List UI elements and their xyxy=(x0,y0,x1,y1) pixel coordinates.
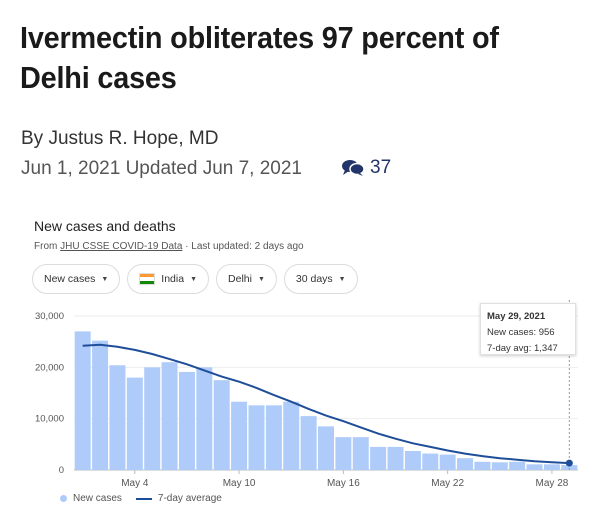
legend-7day-avg[interactable]: 7-day average xyxy=(135,493,222,504)
case-bar xyxy=(196,367,213,470)
publish-dates: Jun 1, 2021 Updated Jun 7, 2021 xyxy=(21,158,303,179)
case-bar xyxy=(439,454,456,470)
headline-line-2: Delhi cases xyxy=(20,60,177,95)
region-dropdown[interactable]: Delhi ▼ xyxy=(216,264,277,294)
y-tick-label: 10,000 xyxy=(35,414,64,425)
case-bar xyxy=(231,401,248,470)
legend-dot-icon xyxy=(60,495,67,502)
legend-new-cases[interactable]: New cases xyxy=(60,493,122,504)
chart-filters: New cases ▼ India ▼ Delhi ▼ 30 days ▼ xyxy=(32,264,358,294)
case-bar xyxy=(352,437,369,470)
tooltip-date: May 29, 2021 xyxy=(487,311,546,322)
case-bar xyxy=(300,416,317,470)
metric-dropdown-label: New cases xyxy=(44,273,96,285)
chart-legend: New cases 7-day average xyxy=(60,493,222,504)
chart-title: New cases and deaths xyxy=(34,218,176,234)
metric-dropdown[interactable]: New cases ▼ xyxy=(32,264,121,294)
caret-down-icon: ▼ xyxy=(338,275,346,283)
case-bar xyxy=(265,405,282,470)
x-tick-label: May 22 xyxy=(431,478,464,489)
legend-7day-avg-label: 7-day average xyxy=(157,493,222,504)
y-tick-label: 20,000 xyxy=(35,362,64,373)
india-flag-icon xyxy=(139,273,156,285)
case-bar xyxy=(109,365,126,470)
chart-tooltip: May 29, 2021 New cases: 956 7-day avg: 1… xyxy=(480,303,576,355)
y-tick-label: 0 xyxy=(59,465,64,476)
cases-chart[interactable]: 30,000 20,000 10,000 0 May 4 May 10 May 16 May … xyxy=(22,300,582,490)
source-prefix: From xyxy=(34,241,58,252)
case-bar xyxy=(526,464,543,470)
case-bar xyxy=(318,426,334,470)
country-dropdown[interactable]: India ▼ xyxy=(127,264,210,294)
headline-line-1: Ivermectin obliterates 97 percent of xyxy=(20,20,499,55)
legend-line-icon xyxy=(135,497,152,500)
case-bar xyxy=(126,377,143,470)
case-bar xyxy=(457,458,474,470)
region-dropdown-label: Delhi xyxy=(228,273,252,285)
tooltip-avg: 7-day avg: 1,347 xyxy=(487,343,558,354)
case-bar xyxy=(92,340,109,470)
source-link[interactable]: JHU CSSE COVID-19 Data xyxy=(60,241,183,252)
case-bar xyxy=(248,405,265,470)
source-updated: · Last updated: 2 days ago xyxy=(185,241,304,252)
case-bar xyxy=(422,453,439,470)
case-bar xyxy=(404,451,421,470)
case-bar xyxy=(283,401,300,470)
author-byline[interactable]: By Justus R. Hope, MD xyxy=(21,128,219,149)
tooltip-cases: New cases: 956 xyxy=(487,327,555,338)
case-bar xyxy=(144,367,161,470)
case-bar xyxy=(370,446,387,470)
case-bar xyxy=(543,464,560,470)
caret-down-icon: ▼ xyxy=(101,275,109,283)
comments-icon xyxy=(341,159,365,177)
comments-link[interactable]: 37 xyxy=(341,157,391,179)
legend-new-cases-label: New cases xyxy=(73,493,122,504)
range-dropdown-label: 30 days xyxy=(295,273,333,285)
x-tick-label: May 10 xyxy=(223,478,256,489)
country-dropdown-label: India xyxy=(161,273,185,285)
case-bar xyxy=(509,461,526,470)
article-headline: Ivermectin obliterates 97 percent of Del… xyxy=(20,18,541,98)
caret-down-icon: ▼ xyxy=(190,275,198,283)
avg-line xyxy=(82,343,570,465)
case-bar xyxy=(491,462,508,470)
case-bar xyxy=(161,362,178,470)
case-bar xyxy=(178,371,195,470)
case-bar xyxy=(561,465,578,470)
y-tick-label: 30,000 xyxy=(35,311,64,322)
case-bar xyxy=(387,446,404,470)
chart-source: From JHU CSSE COVID-19 Data · Last updat… xyxy=(34,241,304,252)
x-tick-label: May 28 xyxy=(536,478,569,489)
comment-count: 37 xyxy=(370,157,392,178)
case-bar xyxy=(74,331,91,470)
range-dropdown[interactable]: 30 days ▼ xyxy=(283,264,358,294)
x-tick-label: May 16 xyxy=(327,478,360,489)
x-tick-label: May 4 xyxy=(121,478,149,489)
caret-down-icon: ▼ xyxy=(257,275,265,283)
covid-chart-card: New cases and deaths From JHU CSSE COVID… xyxy=(22,212,582,512)
hover-point xyxy=(565,459,573,467)
case-bar xyxy=(474,461,491,470)
case-bar xyxy=(335,437,352,470)
case-bar xyxy=(213,380,230,470)
